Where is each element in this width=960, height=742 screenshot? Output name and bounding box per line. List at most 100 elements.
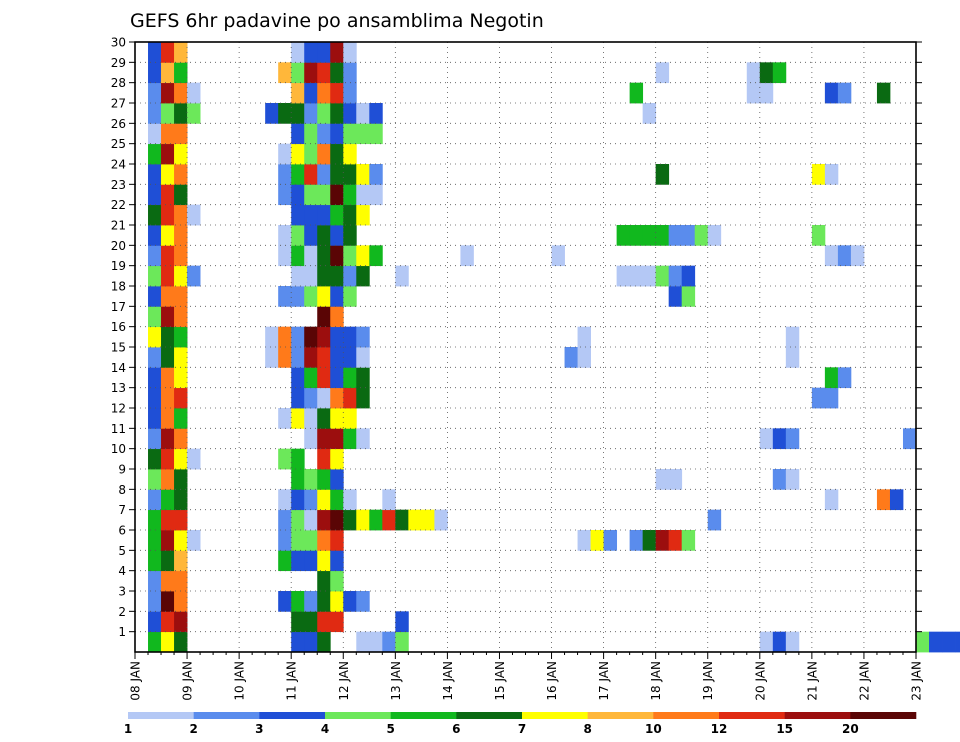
heatmap-cell [174, 143, 188, 165]
y-tick-label: 9 [118, 463, 126, 477]
heatmap-cell [148, 489, 162, 511]
colorbar-swatch [587, 712, 654, 719]
x-tick-label: 11 JAN [285, 661, 299, 701]
x-tick-label: 23 JAN [910, 661, 924, 701]
heatmap-cell [174, 225, 188, 246]
heatmap-cell [356, 428, 370, 450]
heatmap-cell [148, 164, 162, 185]
heatmap-cell [356, 103, 370, 124]
heatmap-cell [161, 62, 175, 84]
heatmap-cell [161, 408, 175, 429]
x-tick-label: 22 JAN [857, 661, 871, 701]
heatmap-cell [317, 103, 331, 124]
heatmap-cell [148, 184, 162, 206]
heatmap-cell [161, 225, 175, 246]
heatmap-cell [642, 265, 657, 287]
heatmap-cell [330, 469, 344, 490]
heatmap-cell [278, 347, 292, 368]
y-tick-label: 11 [111, 422, 126, 436]
heatmap-cell [161, 42, 175, 63]
heatmap-cell [187, 265, 201, 287]
heatmap-cell [824, 489, 839, 511]
heatmap-cell [395, 631, 409, 653]
heatmap-cell [356, 631, 370, 653]
heatmap-cell [278, 103, 292, 124]
heatmap-cell [759, 82, 774, 104]
heatmap-cell [330, 428, 344, 450]
heatmap-cell [174, 469, 188, 490]
heatmap-cell [278, 408, 292, 429]
heatmap-cell [278, 591, 292, 612]
heatmap-cell [772, 469, 787, 490]
heatmap-cell [395, 611, 409, 633]
heatmap-cell [746, 62, 761, 84]
heatmap-cell [291, 62, 305, 84]
heatmap-cell [278, 530, 292, 551]
heatmap-cell [174, 428, 188, 450]
heatmap-cell [291, 530, 305, 551]
heatmap-cell [174, 591, 188, 612]
heatmap-cell [291, 408, 305, 429]
heatmap-cell [343, 184, 357, 206]
heatmap-cell [356, 245, 370, 267]
heatmap-cell [668, 469, 683, 490]
colorbar-label: 3 [255, 722, 263, 736]
heatmap-cell [317, 347, 331, 368]
heatmap-cell [785, 326, 800, 348]
heatmap-cell [876, 489, 891, 511]
heatmap-cell [174, 611, 188, 633]
heatmap-cell [174, 286, 188, 307]
colorbar-label: 5 [386, 722, 394, 736]
heatmap-cell [317, 631, 331, 653]
heatmap-cell [278, 225, 292, 246]
heatmap-cell [824, 164, 839, 185]
heatmap-cell [317, 509, 331, 531]
heatmap-cell [772, 631, 787, 653]
heatmap-cell [161, 591, 175, 612]
heatmap-cell [369, 164, 383, 185]
heatmap-cell [174, 570, 188, 592]
x-tick-label: 21 JAN [805, 661, 819, 701]
heatmap-cell [291, 225, 305, 246]
y-tick-label: 1 [118, 625, 126, 639]
heatmap-cell [291, 42, 305, 63]
heatmap-cell [174, 103, 188, 124]
colorbar-label: 20 [842, 722, 859, 736]
heatmap-cell [824, 245, 839, 267]
heatmap-cell [148, 204, 162, 226]
heatmap-cell [161, 143, 175, 165]
heatmap-cell [291, 469, 305, 490]
heatmap-cell [304, 286, 318, 307]
heatmap-cell [174, 408, 188, 429]
heatmap-cell [174, 42, 188, 63]
chart-title: GEFS 6hr padavine po ansamblima Negotin [130, 10, 544, 32]
heatmap-cell [759, 62, 774, 84]
colorbar-label: 7 [518, 722, 526, 736]
heatmap-cell [148, 306, 162, 328]
heatmap-cell [356, 367, 370, 389]
heatmap-cell [929, 631, 943, 653]
heatmap-cell [161, 326, 175, 348]
heatmap-cell [148, 509, 162, 531]
heatmap-cell [148, 123, 162, 145]
heatmap-cell [291, 591, 305, 612]
colorbar-swatch [719, 712, 785, 719]
heatmap-cell [330, 347, 344, 368]
heatmap-cell [161, 306, 175, 328]
colorbar-swatch [784, 712, 851, 719]
heatmap-cell [187, 82, 201, 104]
heatmap-cell [291, 509, 305, 531]
colorbar-label: 2 [189, 722, 197, 736]
heatmap-cell [278, 550, 292, 572]
heatmap-cell [330, 306, 344, 328]
heatmap-cell [343, 509, 357, 531]
x-tick-label: 19 JAN [701, 661, 715, 701]
heatmap-cell [811, 387, 826, 409]
y-tick-label: 30 [111, 36, 126, 50]
heatmap-cell [278, 245, 292, 267]
heatmap-cell [668, 286, 683, 307]
heatmap-cell [655, 225, 670, 246]
heatmap-cell [330, 367, 344, 389]
x-tick-label: 15 JAN [493, 661, 507, 701]
